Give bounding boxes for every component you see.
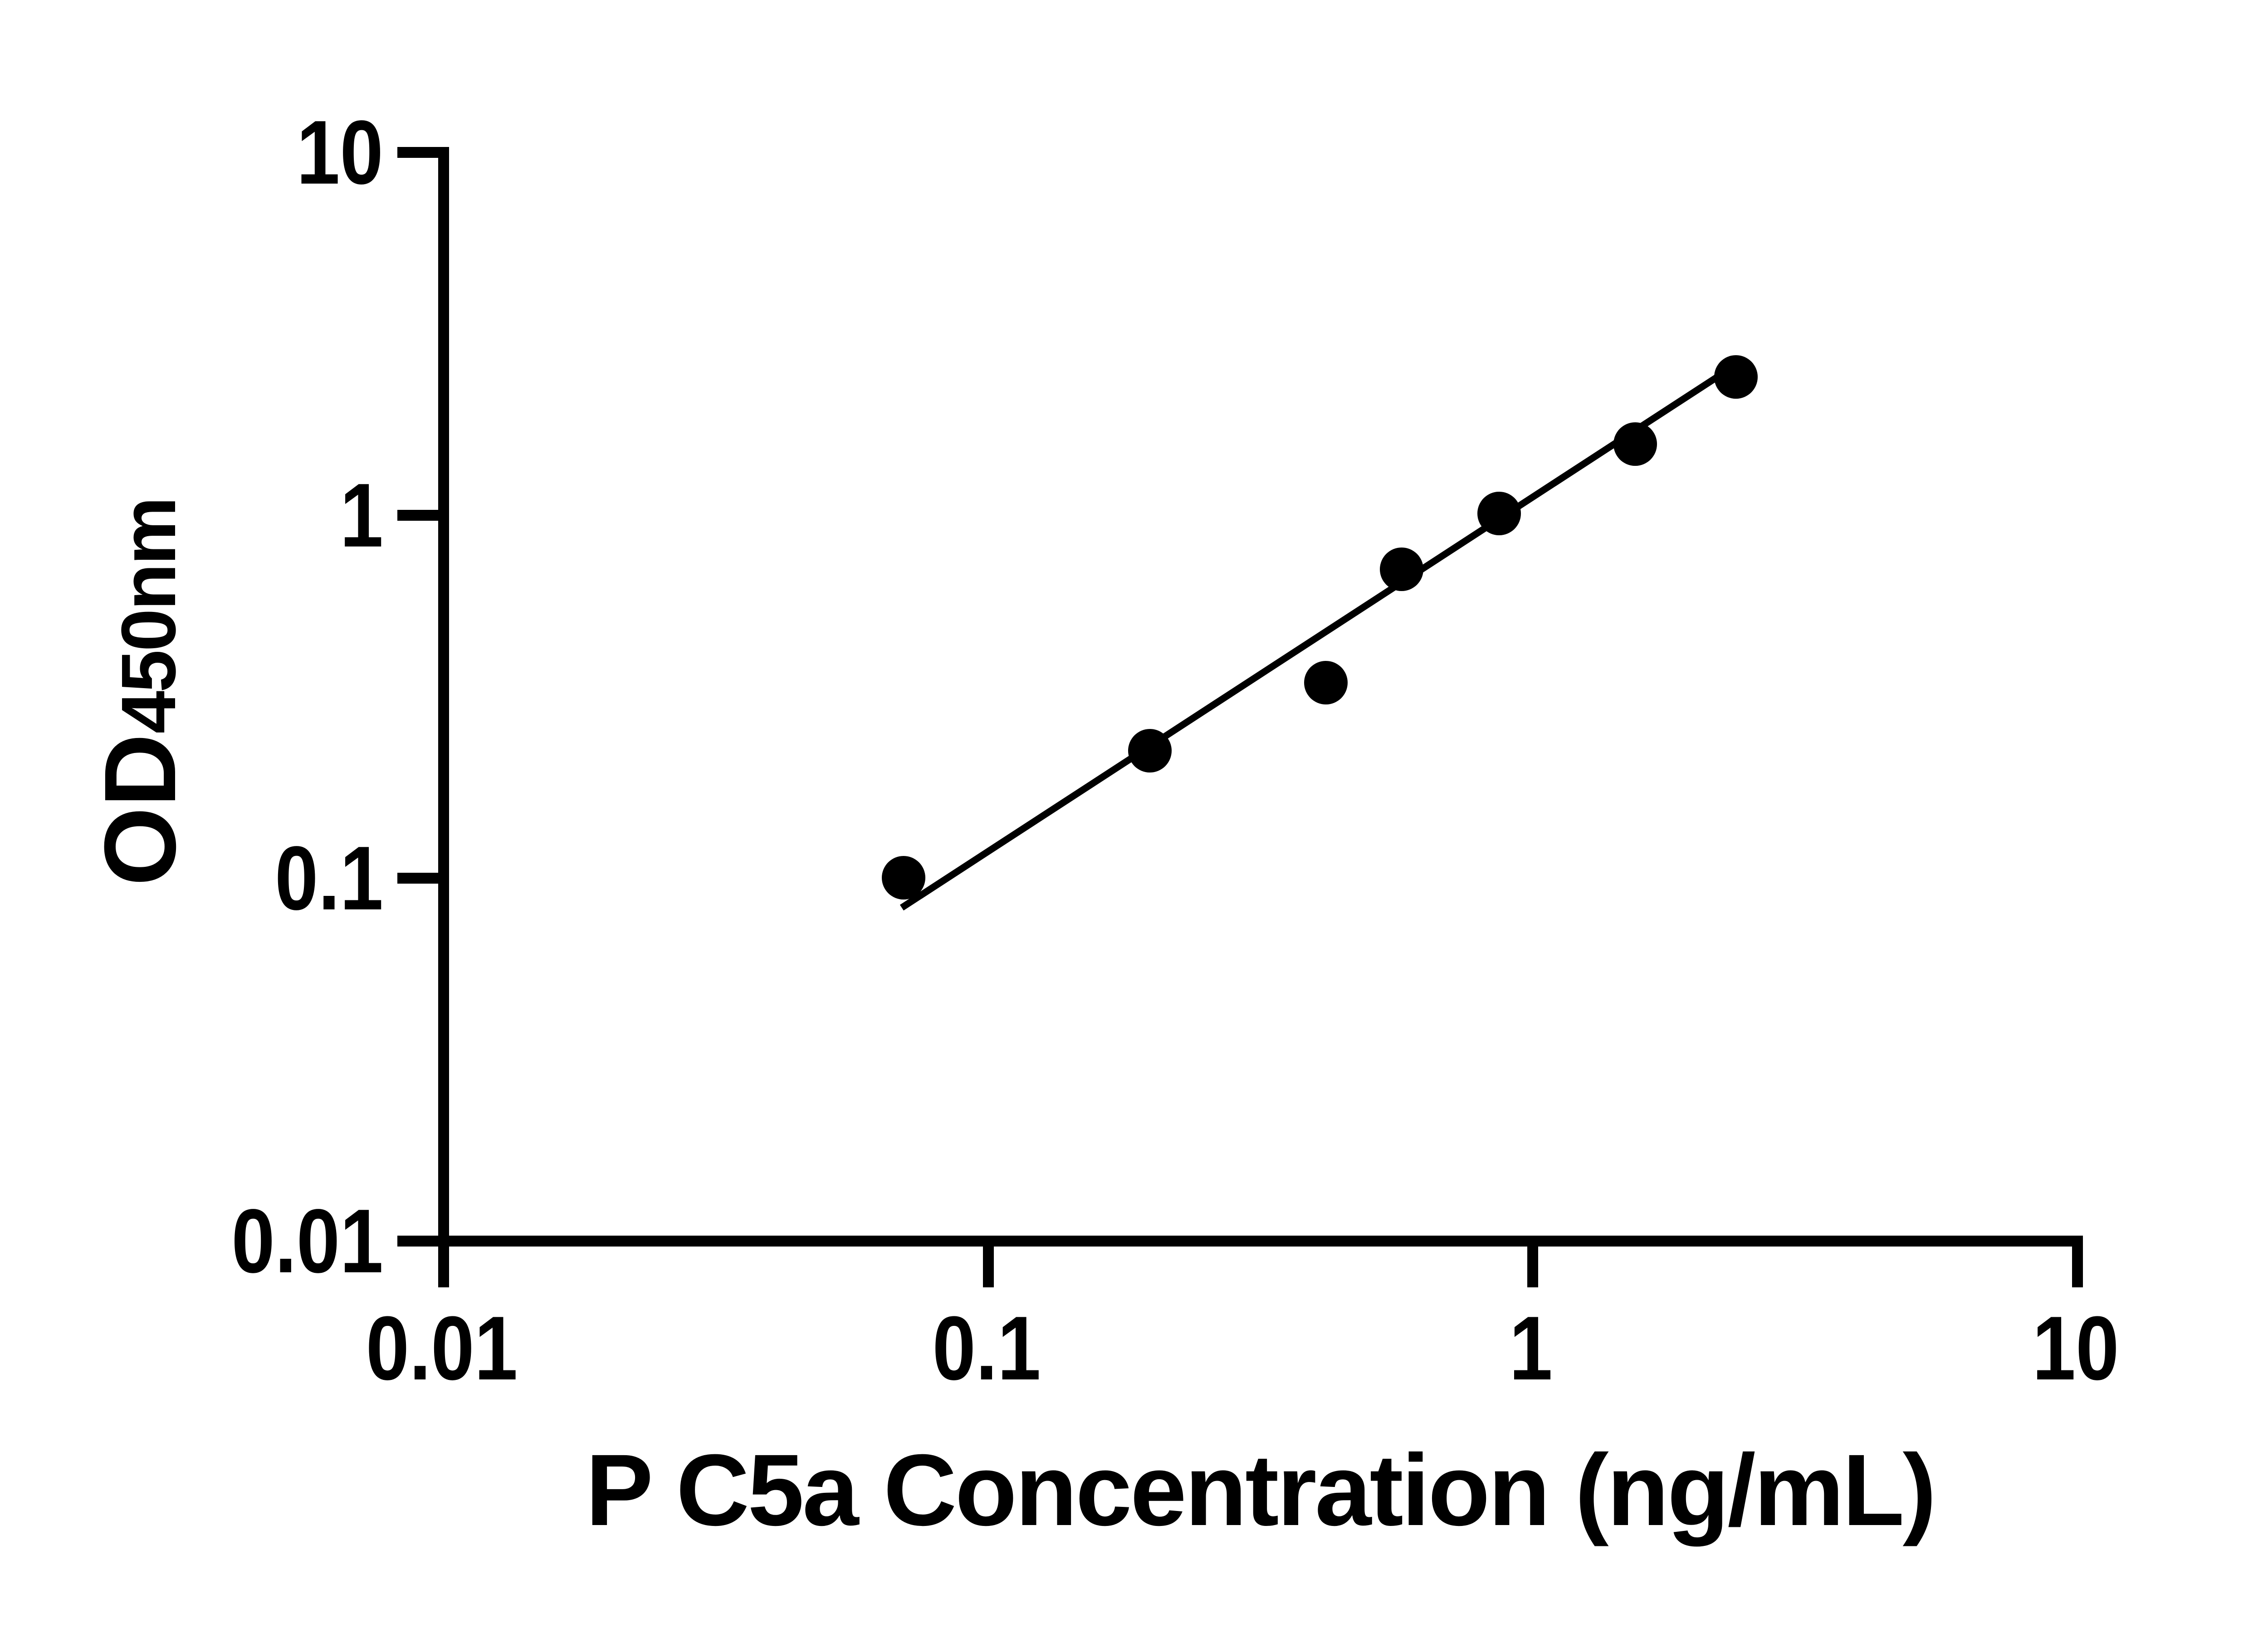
svg-text:10: 10: [2032, 1297, 2119, 1399]
svg-text:1: 1: [1509, 1297, 1553, 1399]
svg-text:10: 10: [297, 102, 383, 203]
svg-text:0.1: 0.1: [932, 1297, 1041, 1399]
svg-text:0.01: 0.01: [231, 1190, 383, 1292]
svg-text:0.1: 0.1: [275, 827, 383, 929]
svg-text:P C5a Concentration (ng/mL): P C5a Concentration (ng/mL): [586, 1433, 1935, 1547]
svg-text:OD450nm: OD450nm: [83, 499, 197, 886]
svg-text:0.01: 0.01: [366, 1297, 518, 1399]
svg-text:1: 1: [340, 464, 383, 566]
